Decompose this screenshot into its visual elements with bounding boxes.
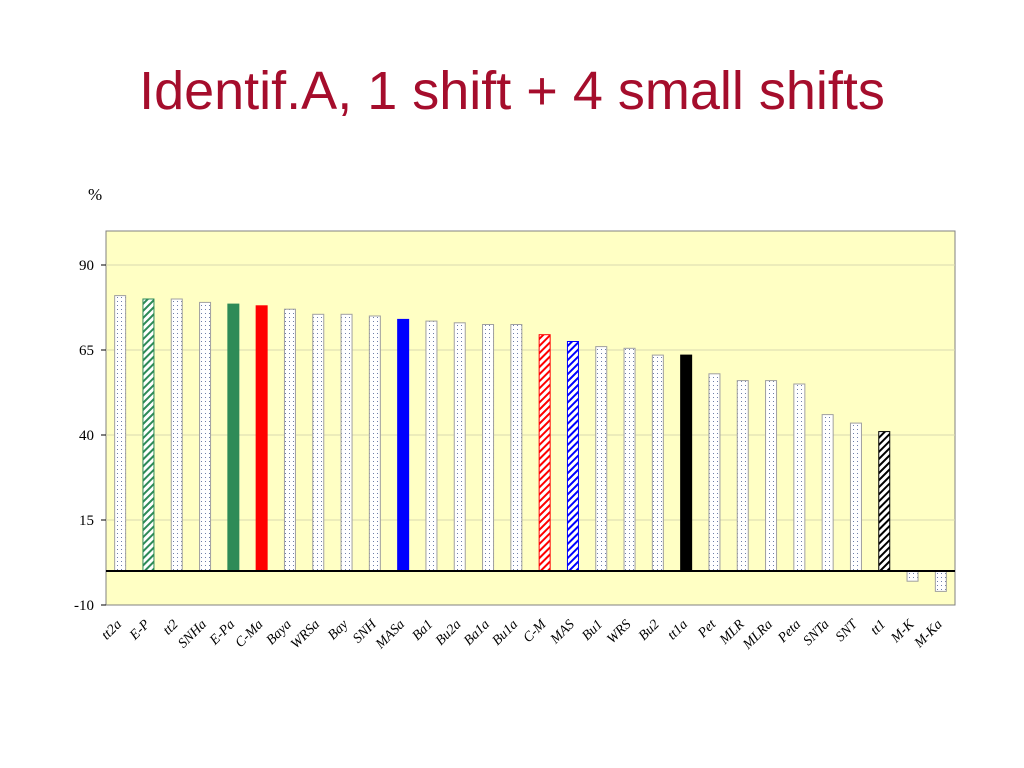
bar-pet xyxy=(708,373,721,572)
y-tick-label: 90 xyxy=(79,258,94,274)
bar-tt2a xyxy=(114,295,127,572)
x-category-label: SNT xyxy=(833,616,862,645)
bar-bu1a xyxy=(510,324,523,572)
bar-bu2a xyxy=(453,322,466,572)
x-category-label: C-M xyxy=(521,616,551,646)
bar-ba1 xyxy=(425,320,438,572)
bar-c-ma xyxy=(255,305,268,572)
bar-bu2 xyxy=(651,354,664,572)
bar-bu1 xyxy=(595,346,608,572)
x-category-label: Bu2a xyxy=(433,617,465,649)
bar-snha xyxy=(199,301,212,572)
y-tick-label: 15 xyxy=(79,513,94,529)
x-category-label: tt1 xyxy=(868,617,889,638)
bar-snta xyxy=(821,414,834,572)
x-category-label: Ba1a xyxy=(461,617,493,649)
bar-snh xyxy=(368,315,381,572)
x-category-label: WRSa xyxy=(288,617,323,652)
x-category-label: SNHa xyxy=(176,617,210,651)
bar-tt1 xyxy=(878,431,891,572)
bar-c-m xyxy=(538,334,551,572)
bar-wrsa xyxy=(312,313,325,572)
bar-snt xyxy=(849,422,862,572)
bar-mlr xyxy=(736,380,749,572)
bar-mas xyxy=(566,341,579,572)
bar-mlra xyxy=(765,380,778,572)
x-category-label: Bu1a xyxy=(490,617,522,649)
x-category-label: Ba1 xyxy=(410,617,437,644)
x-category-label: tt1a xyxy=(665,617,691,643)
bar-tt2 xyxy=(170,298,183,572)
bar-tt1a xyxy=(680,354,693,572)
bar-e-pa xyxy=(227,303,240,572)
bar-bay xyxy=(340,313,353,572)
x-category-label: MASa xyxy=(372,617,408,653)
y-tick-label: 40 xyxy=(79,428,94,444)
bar-baya xyxy=(283,308,296,572)
x-category-label: E-P xyxy=(127,617,154,644)
x-category-label: Bu2 xyxy=(636,617,663,644)
x-category-label: E-Pa xyxy=(207,617,239,649)
y-tick-label: 65 xyxy=(79,343,94,359)
bar-e-p xyxy=(142,298,155,572)
x-category-label: C-Ma xyxy=(233,617,267,651)
x-category-label: Peta xyxy=(775,617,804,646)
x-category-label: MLRa xyxy=(740,617,776,653)
y-unit-label: % xyxy=(88,185,102,204)
y-axis-ticks: -10 15 40 65 90 xyxy=(74,258,106,614)
x-category-label: Bu1 xyxy=(580,617,607,644)
slide-title: Identif.A, 1 shift + 4 small shifts xyxy=(139,61,885,121)
y-tick-label: -10 xyxy=(74,598,94,614)
x-category-label: WRS xyxy=(605,617,635,647)
x-category-label: SNTa xyxy=(801,617,833,649)
bar-wrs xyxy=(623,347,636,572)
x-category-label: Bay xyxy=(325,617,352,644)
bar-m-k xyxy=(906,570,919,582)
x-category-label: M-Ka xyxy=(911,617,945,651)
bar-ba1a xyxy=(482,324,495,572)
x-category-label: Pet xyxy=(695,616,720,641)
plot-area xyxy=(105,230,956,606)
bar-m-ka xyxy=(934,570,947,592)
x-category-label: tt2 xyxy=(161,617,182,638)
gridlines xyxy=(106,264,955,521)
bar-peta xyxy=(793,383,806,572)
bar-masa xyxy=(397,318,410,572)
x-category-label: tt2a xyxy=(99,617,125,643)
x-category-label: MAS xyxy=(547,617,578,648)
